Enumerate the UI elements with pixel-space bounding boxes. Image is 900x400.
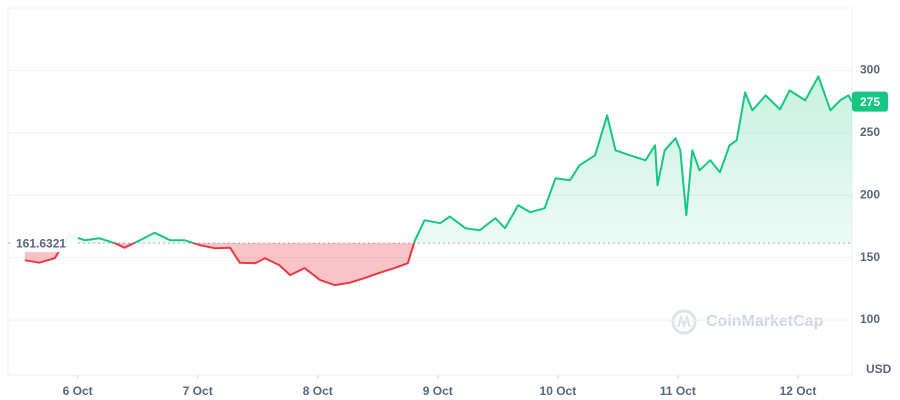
watermark-logo — [671, 309, 697, 335]
y-tick-label: 150 — [860, 250, 880, 264]
x-tick-label: 6 Oct — [63, 384, 93, 398]
x-tick-label: 9 Oct — [423, 384, 453, 398]
y-unit: USD — [866, 362, 892, 376]
x-tick-label: 10 Oct — [540, 384, 577, 398]
price-badge-label: 275 — [860, 95, 880, 109]
y-tick-label: 250 — [860, 125, 880, 139]
x-tick-label: 7 Oct — [183, 384, 213, 398]
price-line — [24, 75, 853, 287]
y-tick-label: 300 — [860, 63, 880, 77]
y-tick-label: 200 — [860, 187, 880, 201]
watermark: CoinMarketCap — [706, 313, 824, 330]
x-tick-label: 8 Oct — [303, 384, 333, 398]
x-tick-label: 11 Oct — [660, 384, 696, 398]
y-tick-label: 100 — [860, 312, 880, 326]
x-tick-label: 12 Oct — [780, 384, 817, 398]
price-badge — [852, 91, 888, 112]
baseline-label-bg — [12, 234, 78, 253]
area — [24, 76, 853, 286]
baseline-label: 161.6321 — [16, 236, 66, 250]
